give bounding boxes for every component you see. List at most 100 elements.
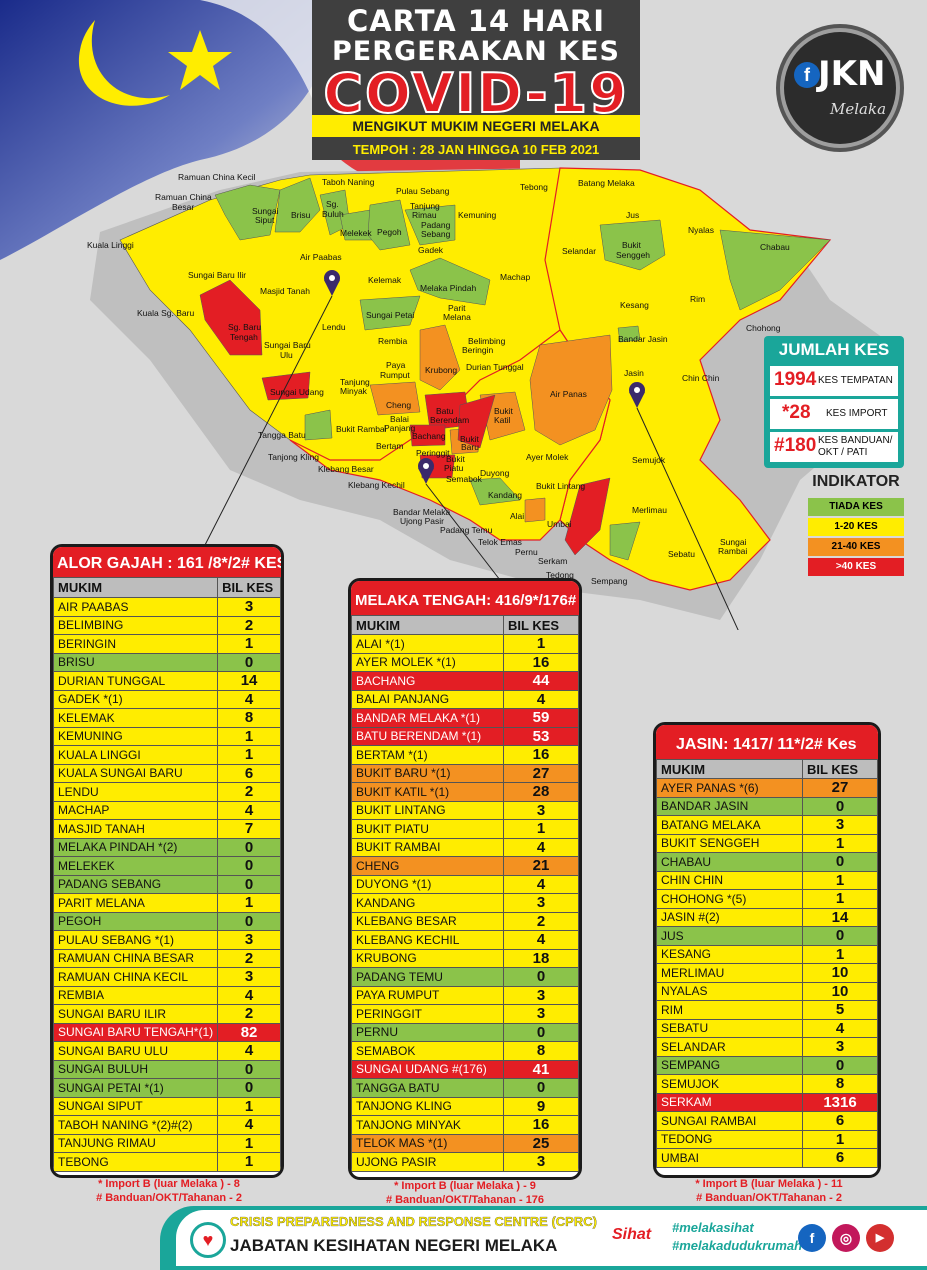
case-count: 1: [217, 1133, 281, 1153]
case-count: 3: [503, 893, 579, 913]
mukim-name: PADANG SEBANG: [53, 874, 219, 894]
map-label: Pernu: [515, 547, 538, 557]
table-row: BUKIT LINTANG 3: [351, 800, 579, 820]
map-label: Serkam: [538, 556, 568, 566]
table-row: PAYA RUMPUT 3: [351, 985, 579, 1005]
alor-gajah-title: ALOR GAJAH : 161 /8*/2# KES: [53, 547, 281, 577]
table-row: KELEMAK 8: [53, 708, 281, 728]
case-count: 1: [217, 893, 281, 913]
case-count: 3: [503, 1004, 579, 1024]
mukim-name: BUKIT PIATU: [351, 819, 504, 839]
table-row: BUKIT KATIL *(1) 28: [351, 782, 579, 802]
facebook-icon[interactable]: f: [798, 1224, 826, 1252]
col-bil-kes: BIL KES: [217, 577, 281, 598]
mukim-name: GADEK *(1): [53, 689, 219, 709]
mukim-name: TANJUNG RIMAU: [53, 1133, 219, 1153]
map-label: Paya: [386, 360, 406, 370]
logo-text: JKN: [818, 54, 886, 94]
table-row: CHABAU 0: [656, 852, 878, 872]
table-row: BACHANG 44: [351, 671, 579, 691]
col-bil-kes: BIL KES: [802, 759, 878, 779]
mukim-name: SEBATU: [656, 1018, 803, 1038]
totals-title: JUMLAH KES: [778, 340, 890, 359]
title-line-1: CARTA 14 HARI: [346, 4, 606, 38]
case-count: 4: [802, 1018, 878, 1038]
case-count: 1316: [802, 1092, 878, 1112]
table-row: AIR PAABAS 3: [53, 597, 281, 617]
mukim-name: SUNGAI UDANG #(176): [351, 1059, 504, 1079]
mukim-name: BANDAR JASIN: [656, 796, 803, 816]
table-row: KLEBANG KECHIL 4: [351, 930, 579, 950]
col-mukim: MUKIM: [53, 577, 219, 598]
case-count: 3: [802, 1037, 878, 1057]
mukim-name: BALAI PANJANG: [351, 689, 504, 709]
col-bil-kes: BIL KES: [503, 615, 579, 635]
mukim-name: KUALA LINGGI: [53, 745, 219, 765]
table-row: MELEKEK 0: [53, 856, 281, 876]
mukim-name: ALAI *(1): [351, 634, 504, 654]
map-label: Machap: [500, 272, 531, 282]
case-count: 3: [217, 597, 281, 617]
map-label: Buluh: [322, 209, 344, 219]
table-row: KANDANG 3: [351, 893, 579, 913]
mukim-name: RAMUAN CHINA BESAR: [53, 948, 219, 968]
map-label: Bukit: [494, 406, 513, 416]
case-count: 14: [802, 907, 878, 927]
case-count: 4: [217, 1041, 281, 1061]
jasin-note-2: # Banduan/OKT/Tahanan - 2: [696, 1192, 842, 1204]
case-count: 1: [217, 1152, 281, 1172]
table-row: BUKIT SENGGEH 1: [656, 833, 878, 853]
table-row: NYALAS 10: [656, 981, 878, 1001]
jasin-panel: JASIN: 1417/ 11*/2# Kes MUKIM BIL KES AYE…: [653, 722, 881, 1178]
table-row: BERINGIN 1: [53, 634, 281, 654]
mukim-name: KLEBANG KECHIL: [351, 930, 504, 950]
pin-melaka-tengah-icon: [418, 458, 434, 484]
table-row: BRISU 0: [53, 652, 281, 672]
mukim-name: CHENG: [351, 856, 504, 876]
mukim-name: KUALA SUNGAI BARU: [53, 763, 219, 783]
map-label: Tangga Batu: [258, 430, 306, 440]
hashtag-2: #melakadudukrumah: [672, 1238, 803, 1253]
map-label: Chabau: [760, 242, 790, 252]
mukim-name: MASJID TANAH: [53, 819, 219, 839]
table-row: KRUBONG 18: [351, 948, 579, 968]
mukim-name: BELIMBING: [53, 615, 219, 635]
map-label: Senggeh: [616, 250, 651, 260]
mukim-name: REMBIA: [53, 985, 219, 1005]
map-label: Merlimau: [632, 505, 667, 515]
mukim-name: SUNGAI SIPUT: [53, 1096, 219, 1116]
case-count: 4: [503, 930, 579, 950]
map-label: Batang Melaka: [578, 178, 635, 188]
map-label: Ramuan China: [155, 192, 212, 202]
indicator-title: INDIKATOR: [812, 473, 900, 490]
map-label: Balai: [390, 414, 409, 424]
map-label: Tedong: [546, 570, 574, 580]
table-row: SELANDAR 3: [656, 1037, 878, 1057]
table-row: BERTAM *(1) 16: [351, 745, 579, 765]
mukim-name: DUYONG *(1): [351, 874, 504, 894]
mukim-name: CHOHONG *(5): [656, 889, 803, 909]
logo-subtext: Melaka: [830, 100, 887, 118]
mukim-name: BUKIT LINTANG: [351, 800, 504, 820]
case-count: 21: [503, 856, 579, 876]
map-label: Tanjung: [410, 201, 440, 211]
case-count: 0: [503, 1078, 579, 1098]
instagram-icon[interactable]: ◎: [832, 1224, 860, 1252]
map-label: Sungai Baru: [264, 340, 311, 350]
pin-alor-gajah-icon: [324, 270, 340, 296]
table-row: PARIT MELANA 1: [53, 893, 281, 913]
map-label: Cheng: [386, 400, 412, 410]
map-label: Nyalas: [688, 225, 714, 235]
mukim-name: TEDONG: [656, 1129, 803, 1149]
mukim-name: TELOK MAS *(1): [351, 1133, 504, 1153]
mukim-name: RAMUAN CHINA KECIL: [53, 967, 219, 987]
hashtag-1: #melakasihat: [672, 1220, 754, 1235]
table-row: SUNGAI SIPUT 1: [53, 1096, 281, 1116]
case-count: 16: [503, 1115, 579, 1135]
mukim-name: SUNGAI BARU TENGAH*(1): [53, 1022, 219, 1042]
mukim-name: UJONG PASIR: [351, 1152, 504, 1172]
map-label: Alai: [510, 511, 525, 521]
case-count: 18: [503, 948, 579, 968]
map-label: Krubong: [425, 365, 458, 375]
youtube-icon[interactable]: ▶: [866, 1224, 894, 1252]
